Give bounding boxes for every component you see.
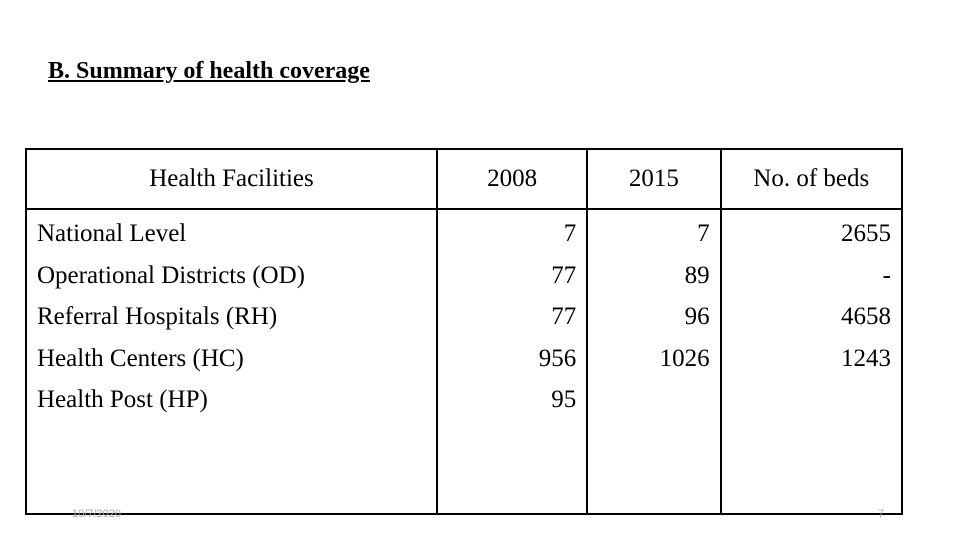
table-header-row: Health Facilities 2008 2015 No. of beds: [25, 149, 904, 210]
count-2008: 956: [538, 344, 577, 372]
facility-names-column: National Level Operational Districts (OD…: [25, 209, 438, 514]
facility-name: Operational Districts (OD): [37, 261, 305, 289]
facility-name: Health Centers (HC): [37, 344, 244, 372]
count-2015: 7: [697, 220, 710, 247]
health-coverage-table: Health Facilities 2008 2015 No. of beds …: [25, 148, 904, 515]
header-year-2015: 2015: [586, 149, 722, 210]
count-2015: 89: [684, 261, 710, 289]
page-title: B. Summary of health coverage: [48, 58, 370, 84]
bed-count: -: [882, 261, 891, 289]
year-2008-column: 7 77 77 956 95: [435, 209, 589, 514]
bed-count: 1243: [841, 344, 891, 372]
count-2008: 77: [551, 261, 577, 289]
bed-count: 4658: [841, 303, 891, 330]
bed-count: [722, 379, 891, 421]
bed-count: 2655: [841, 220, 891, 247]
beds-column: 2655 - 4658 1243: [719, 209, 904, 514]
year-2015-column: 7 89 96 1026: [586, 209, 722, 514]
facility-name: National Level: [37, 220, 187, 247]
header-number-of-beds: No. of beds: [719, 149, 904, 210]
count-2008: 7: [563, 220, 577, 247]
header-health-facilities: Health Facilities: [25, 149, 438, 210]
count-2015: 1026: [659, 344, 710, 372]
header-year-2008: 2008: [435, 149, 589, 210]
table-body-row: National Level Operational Districts (OD…: [25, 209, 904, 514]
count-2015: 96: [684, 303, 710, 330]
facility-name: Referral Hospitals (RH): [37, 303, 278, 330]
facility-name: Health Post (HP): [37, 386, 208, 413]
footer-date: 10/7/2020: [72, 508, 121, 520]
page-number: 7: [878, 508, 885, 520]
count-2008: 95: [551, 386, 577, 413]
count-2015: [588, 379, 709, 421]
count-2008: 77: [551, 303, 577, 330]
